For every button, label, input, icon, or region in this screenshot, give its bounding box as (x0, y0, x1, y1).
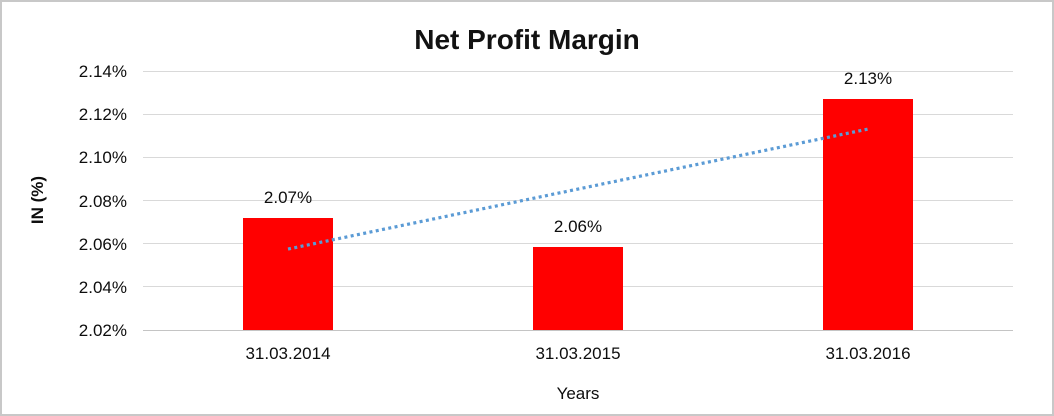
bar-value-label: 2.06% (553, 216, 603, 236)
x-tick-label: 31.03.2014 (245, 344, 331, 363)
bar-value-label: 2.07% (263, 187, 313, 207)
bar (243, 217, 333, 330)
y-tick-label: 2.10% (78, 148, 127, 168)
bar (823, 99, 913, 330)
x-tick-label: 31.03.2015 (535, 344, 621, 363)
chart-title: Net Profit Margin (414, 24, 640, 55)
x-axis-title: Years (556, 384, 600, 403)
x-axis-line (143, 329, 1013, 331)
y-tick-label: 2.08% (78, 191, 127, 211)
y-tick-label: 2.04% (78, 277, 127, 297)
y-tick-label: 2.06% (78, 234, 127, 254)
y-tick-label: 2.14% (78, 62, 127, 81)
gridline (143, 113, 1013, 115)
x-tick-label: 31.03.2016 (825, 344, 911, 363)
bar (533, 246, 623, 330)
bar-value-label: 2.13% (843, 69, 893, 89)
gridline (143, 70, 1013, 72)
y-tick-label: 2.12% (78, 105, 127, 125)
y-tick-label: 2.02% (78, 321, 127, 340)
